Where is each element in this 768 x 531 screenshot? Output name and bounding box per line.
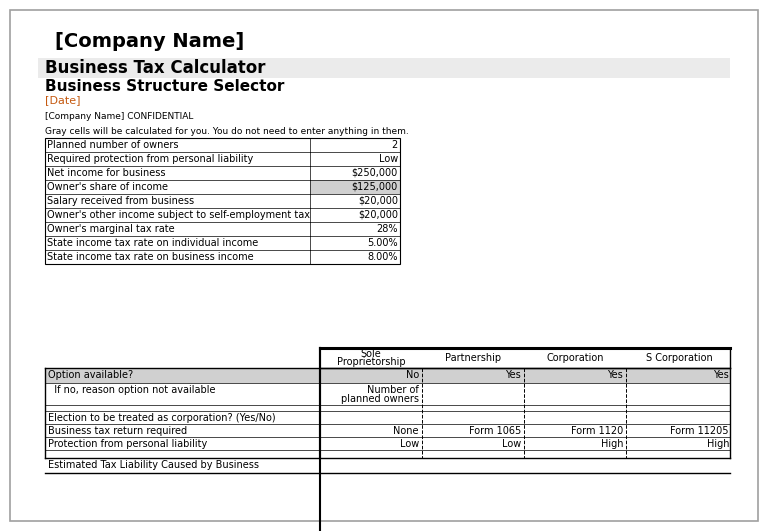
- Text: None: None: [393, 426, 419, 436]
- Text: Form 1120: Form 1120: [571, 426, 623, 436]
- Bar: [45, 138, 400, 264]
- Text: If no, reason option not available: If no, reason option not available: [48, 385, 216, 395]
- Text: Election to be treated as corporation? (Yes/No): Election to be treated as corporation? (…: [48, 413, 276, 423]
- Bar: [45, 368, 730, 383]
- Text: Yes: Yes: [607, 370, 623, 380]
- Text: $250,000: $250,000: [352, 167, 398, 177]
- Text: Corporation: Corporation: [546, 353, 604, 363]
- Text: Estimated Tax Liability Caused by Business: Estimated Tax Liability Caused by Busine…: [48, 460, 259, 470]
- Text: [Date]: [Date]: [45, 95, 81, 105]
- Text: State income tax rate on business income: State income tax rate on business income: [47, 252, 253, 261]
- Text: $20,000: $20,000: [358, 195, 398, 205]
- Text: Number of: Number of: [367, 385, 419, 395]
- Text: Net income for business: Net income for business: [47, 167, 165, 177]
- Text: Form 1065: Form 1065: [468, 426, 521, 436]
- Text: Owner's share of income: Owner's share of income: [47, 182, 168, 192]
- Text: Partnership: Partnership: [445, 353, 501, 363]
- Text: High: High: [707, 439, 729, 449]
- Text: 8.00%: 8.00%: [368, 252, 398, 261]
- Text: Salary received from business: Salary received from business: [47, 195, 194, 205]
- Text: No: No: [406, 370, 419, 380]
- Text: Form 11205: Form 11205: [670, 426, 729, 436]
- Text: Business Structure Selector: Business Structure Selector: [45, 79, 284, 94]
- Text: S Corporation: S Corporation: [646, 353, 713, 363]
- Text: Business tax return required: Business tax return required: [48, 426, 187, 436]
- Text: Owner's other income subject to self-employment tax: Owner's other income subject to self-emp…: [47, 210, 310, 219]
- Text: 2: 2: [392, 140, 398, 150]
- Text: 28%: 28%: [376, 224, 398, 234]
- Text: Required protection from personal liability: Required protection from personal liabil…: [47, 153, 253, 164]
- Text: Planned number of owners: Planned number of owners: [47, 140, 178, 150]
- Text: Sole: Sole: [361, 349, 382, 359]
- Text: Business Tax Calculator: Business Tax Calculator: [45, 59, 266, 77]
- Text: 5.00%: 5.00%: [367, 237, 398, 247]
- Bar: [38, 58, 730, 78]
- Text: Yes: Yes: [713, 370, 729, 380]
- Text: Yes: Yes: [505, 370, 521, 380]
- Text: [Company Name] CONFIDENTIAL: [Company Name] CONFIDENTIAL: [45, 112, 194, 121]
- Bar: [310, 180, 400, 194]
- Text: Owner's marginal tax rate: Owner's marginal tax rate: [47, 224, 174, 234]
- Text: Low: Low: [400, 439, 419, 449]
- Text: Gray cells will be calculated for you. You do not need to enter anything in them: Gray cells will be calculated for you. Y…: [45, 127, 409, 136]
- Text: State income tax rate on individual income: State income tax rate on individual inco…: [47, 237, 258, 247]
- Text: Proprietorship: Proprietorship: [336, 357, 406, 367]
- Text: Protection from personal liability: Protection from personal liability: [48, 439, 207, 449]
- Text: Option available?: Option available?: [48, 370, 133, 380]
- Text: High: High: [601, 439, 623, 449]
- Text: [Company Name]: [Company Name]: [55, 32, 244, 51]
- Text: Low: Low: [379, 153, 398, 164]
- Text: planned owners: planned owners: [341, 394, 419, 404]
- Text: $125,000: $125,000: [352, 182, 398, 192]
- Text: Low: Low: [502, 439, 521, 449]
- Text: $20,000: $20,000: [358, 210, 398, 219]
